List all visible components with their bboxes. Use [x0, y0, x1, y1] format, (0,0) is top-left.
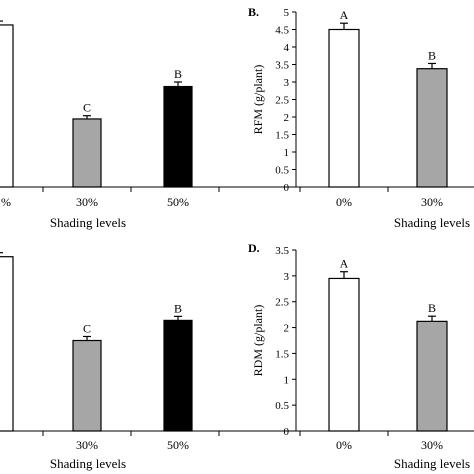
bar: [328, 277, 360, 432]
panel-bottom-left: C30%B50%Shading levels: [0, 252, 474, 471]
panel-top-right: 0 0.5 1 1.5 2 2.5 3 3.5 4 4.5 5 RFM (g/plant) B. A 0% B…: [248, 5, 474, 230]
bar: [163, 319, 193, 432]
y-axis-label: RDM (g/plant): [251, 305, 265, 377]
y-tick-label: 2: [284, 323, 290, 335]
y-tick-label: 0.5: [275, 165, 289, 177]
y-tick-label: 1.5: [275, 130, 289, 142]
significance-letter: B: [428, 48, 436, 62]
bar: [72, 118, 102, 188]
y-tick-label: 1: [284, 374, 290, 386]
y-tick-label: 2.5: [275, 297, 289, 309]
significance-letter: C: [83, 101, 91, 115]
bar: [416, 68, 448, 188]
y-tick-label: 2.5: [275, 95, 289, 107]
y-tick-label: 2: [284, 112, 290, 124]
y-tick-label: 1: [284, 147, 290, 159]
bar: [72, 339, 102, 432]
x-tick-label: 50%: [167, 195, 189, 209]
x-tick-label: 0%: [336, 438, 352, 452]
y-tick-label: 0: [284, 182, 290, 194]
x-tick-label: %: [1, 195, 11, 209]
y-tick-label: 0.5: [275, 400, 289, 412]
panel-bottom-right: 0 0.5 1 1.5 2 2.5 3 3.5 RDM (g/plant) D. A 0% B 30% Sh…: [248, 241, 474, 471]
y-tick-label: 3.5: [275, 245, 289, 257]
panel-label: D.: [248, 241, 260, 255]
x-tick-label: 30%: [76, 438, 98, 452]
bar: [0, 24, 14, 188]
significance-letter: B: [428, 301, 436, 315]
significance-letter: B: [174, 301, 182, 315]
y-tick-label: 4.5: [275, 25, 289, 37]
y-tick-label: 4: [284, 42, 290, 54]
x-tick-label: 30%: [421, 438, 443, 452]
y-tick-label: 0: [284, 426, 290, 438]
y-tick-label: 5: [284, 7, 290, 19]
bar: [163, 85, 193, 188]
x-tick-label: 30%: [421, 195, 443, 209]
significance-letter: C: [83, 321, 91, 335]
y-tick-label: 3.5: [275, 60, 289, 72]
y-tick-label: 1.5: [275, 348, 289, 360]
x-tick-label: 50%: [167, 438, 189, 452]
x-tick-label: 0%: [336, 195, 352, 209]
y-axis-label: RFM (g/plant): [251, 65, 265, 135]
x-tick-label: 30%: [76, 195, 98, 209]
panel-label: B.: [248, 5, 259, 19]
x-axis-label: Shading levels: [394, 215, 470, 230]
y-tick-label: 3: [284, 271, 290, 283]
x-axis-label: Shading levels: [394, 456, 470, 471]
bar: [328, 28, 360, 188]
x-axis-label: Shading levels: [50, 215, 126, 230]
x-axis-label: Shading levels: [50, 456, 126, 471]
significance-letter: A: [340, 257, 349, 271]
significance-letter: B: [174, 67, 182, 81]
bar: [416, 320, 448, 432]
y-tick-label: 3: [284, 77, 290, 89]
significance-letter: A: [340, 8, 349, 22]
panel-top-left: %C30%B50%Shading levels: [0, 20, 474, 230]
bar: [0, 256, 14, 432]
